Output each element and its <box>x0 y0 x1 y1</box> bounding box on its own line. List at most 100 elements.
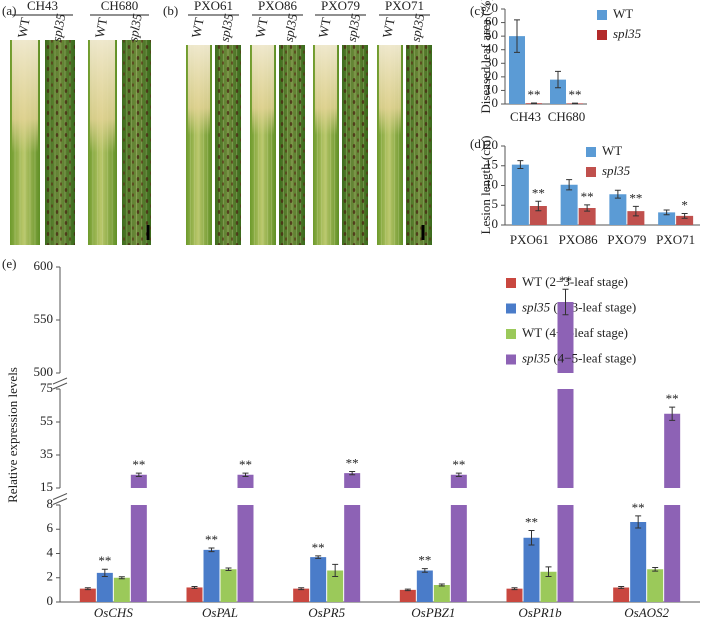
y-tick-label: 20 <box>485 137 498 152</box>
group-label: CH43 <box>27 0 58 13</box>
error-bar <box>652 566 659 572</box>
axis-break <box>52 377 68 385</box>
error-bar <box>101 568 108 578</box>
error-bar <box>572 102 578 105</box>
lane-label: spl35 <box>344 12 364 43</box>
panel-label: (a) <box>2 3 16 18</box>
error-bar <box>225 567 232 571</box>
error-bar <box>663 209 670 216</box>
y-tick-label: 5 <box>492 196 499 211</box>
bar <box>237 474 254 602</box>
significance: ** <box>239 457 252 472</box>
y-tick-label: 2 <box>47 569 54 584</box>
bar <box>609 194 627 225</box>
y-tick-label: 50 <box>485 27 498 42</box>
error-bar <box>349 471 356 476</box>
bar <box>220 569 237 602</box>
bar <box>511 164 529 225</box>
panel-label: (e) <box>2 256 16 271</box>
error-bar <box>208 547 215 553</box>
lane-label: WT <box>315 16 333 39</box>
legend-swatch <box>506 278 516 288</box>
lane-label: spl35 <box>408 12 428 43</box>
significance: ** <box>98 553 111 568</box>
significance: ** <box>452 457 465 472</box>
lesion-spots <box>122 40 151 245</box>
legend-swatch <box>597 30 607 40</box>
bar <box>310 557 327 602</box>
y-tick-label: 6 <box>47 520 54 535</box>
bar <box>327 570 344 602</box>
error-bar <box>545 566 552 578</box>
y-tick-label: 55 <box>40 413 53 428</box>
significance: ** <box>559 273 572 288</box>
lesion <box>90 40 115 153</box>
y-tick-label: 75 <box>40 380 53 395</box>
error-bar <box>614 189 621 199</box>
bar <box>578 208 596 225</box>
lesion-spots <box>279 45 305 245</box>
bar <box>664 413 681 602</box>
lane-label: WT <box>379 16 397 39</box>
legend-label: spl35 (2−3-leaf stage) <box>522 299 636 314</box>
y-tick-label: 70 <box>485 0 498 15</box>
bar <box>540 571 557 602</box>
lesion <box>379 45 401 135</box>
bar <box>613 587 630 602</box>
lesion-spots <box>406 45 432 245</box>
bar <box>186 587 203 602</box>
error-bar <box>681 213 688 219</box>
x-tick-label: OsAOS2 <box>624 605 669 620</box>
y-tick-label: 0 <box>47 593 54 608</box>
panel-label: (b) <box>163 3 178 18</box>
panel-label: (d) <box>470 136 485 151</box>
bar <box>450 474 467 602</box>
bar <box>560 184 578 225</box>
significance: ** <box>629 190 642 205</box>
lesion <box>315 45 337 135</box>
error-bar <box>514 19 520 53</box>
y-tick-label: 4 <box>47 544 54 559</box>
legend-swatch <box>506 354 516 365</box>
y-tick-label: 60 <box>485 14 498 29</box>
significance: ** <box>532 185 545 200</box>
significance: ** <box>666 391 679 406</box>
axis-break <box>52 498 68 505</box>
axis-break <box>52 382 68 390</box>
lesion-spots <box>45 40 75 245</box>
x-tick-label: OsPAL <box>202 605 238 620</box>
error-bar <box>618 585 625 589</box>
bar <box>509 36 525 105</box>
error-bar <box>135 472 142 477</box>
significance: * <box>681 198 688 213</box>
x-tick-label: OsPBZ1 <box>411 605 455 620</box>
bar <box>416 570 433 602</box>
error-bar <box>517 160 524 170</box>
legend-label: WT <box>602 143 622 158</box>
x-tick-label: OsCHS <box>94 605 134 620</box>
bar <box>113 577 130 602</box>
lane-label: spl35 <box>49 12 69 43</box>
error-bar <box>455 472 462 477</box>
legend-label: spl35 <box>602 163 631 178</box>
lesion <box>188 45 210 135</box>
lane-label: WT <box>252 16 270 39</box>
significance: ** <box>632 500 645 515</box>
legend-swatch <box>586 147 596 157</box>
bar <box>627 211 645 225</box>
bar <box>203 549 220 602</box>
significance: ** <box>569 87 582 102</box>
error-bar <box>584 204 591 212</box>
bar <box>523 537 540 602</box>
y-tick-label: 15 <box>40 479 53 494</box>
group-label: PXO79 <box>321 0 360 13</box>
error-bar <box>531 102 537 105</box>
bar <box>293 588 310 602</box>
bar <box>676 215 694 225</box>
x-tick-label: PXO71 <box>656 232 695 247</box>
significance: ** <box>581 189 594 204</box>
y-tick-label: 35 <box>40 446 53 461</box>
x-tick-label: PXO61 <box>510 232 549 247</box>
lane-label: WT <box>14 16 32 39</box>
